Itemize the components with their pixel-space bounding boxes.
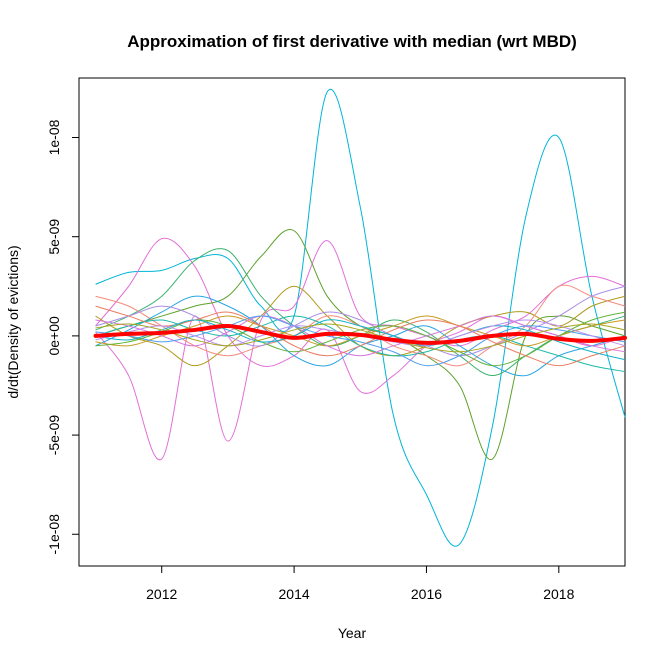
- y-tick-label-2: 0e+00: [46, 316, 62, 356]
- x-axis-label: Year: [338, 625, 367, 641]
- median-line-group: [93, 323, 627, 345]
- chart-title: Approximation of first derivative with m…: [127, 32, 577, 51]
- series-line-15: [95, 305, 626, 367]
- series-line-1: [95, 88, 626, 547]
- series-lines: [95, 88, 626, 547]
- x-axis: 2012 2014 2016 2018: [146, 565, 575, 602]
- x-tick-label-2016: 2016: [411, 586, 442, 602]
- y-axis-label: d/dt(Density of evictions): [5, 245, 21, 398]
- x-tick-label-2014: 2014: [279, 586, 310, 602]
- y-tick-label-4: 1e-08: [46, 119, 62, 155]
- series-line-9: [95, 285, 626, 357]
- y-axis: -1e-08 -5e-09 0e+00 5e-09 1e-08: [46, 119, 80, 555]
- y-tick-label-1: -5e-09: [46, 415, 62, 456]
- series-line-16: [95, 319, 626, 361]
- x-tick-label-2018: 2018: [543, 586, 574, 602]
- median-line: [93, 323, 627, 345]
- y-tick-label-3: 5e-09: [46, 219, 62, 255]
- series-line-12: [95, 315, 626, 357]
- x-tick-label-2012: 2012: [146, 586, 177, 602]
- series-line-2: [95, 240, 626, 461]
- y-tick-label-0: -1e-08: [46, 514, 62, 555]
- series-line-13: [95, 315, 626, 367]
